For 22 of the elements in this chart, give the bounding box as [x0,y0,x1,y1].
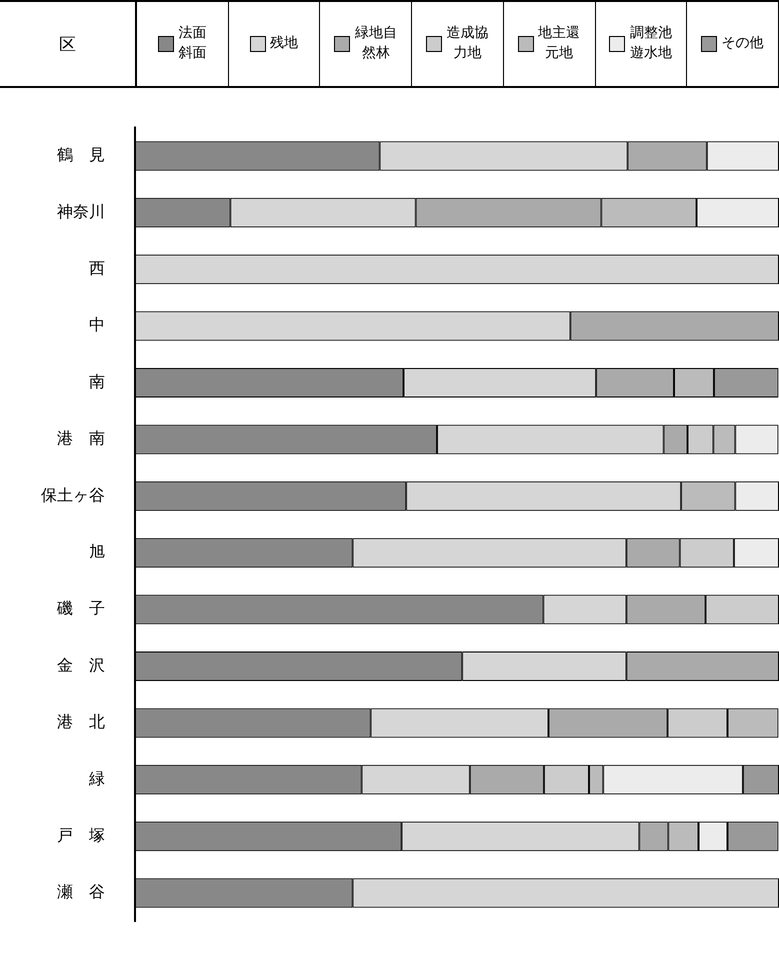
y-tick-label: 戸 塚 [57,826,105,845]
y-tick-label: 西 [89,258,105,278]
y-tick-label: 旭 [89,542,105,562]
y-axis-title: 区 [0,2,137,86]
legend-label: その他 [721,34,764,54]
legend-label: 残地 [270,34,299,54]
y-tick-label: 保土ヶ谷 [41,485,105,504]
y-tick-label: 金 沢 [57,655,105,674]
y-tick-label: 緑 [88,768,105,788]
y-tick-label: 港 南 [57,428,105,448]
y-tick-label: 港 北 [57,712,105,732]
legend-label: 緑地自然林 [354,24,398,63]
y-tick-label: 鶴 見 [57,145,105,164]
legend-label: 調整池遊水地 [629,24,672,63]
legend-label: 造成協力地 [446,24,490,63]
y-tick-label: 中 [89,315,105,334]
y-tick-label: 瀬 谷 [57,882,105,902]
y-tick-label: 神奈川 [57,202,105,221]
y-tick-label: 南 [89,372,105,391]
legend-label: 法面斜面 [178,24,207,63]
legend-label: 地主還元地 [538,24,581,63]
y-tick-label: 磯 子 [56,598,105,618]
